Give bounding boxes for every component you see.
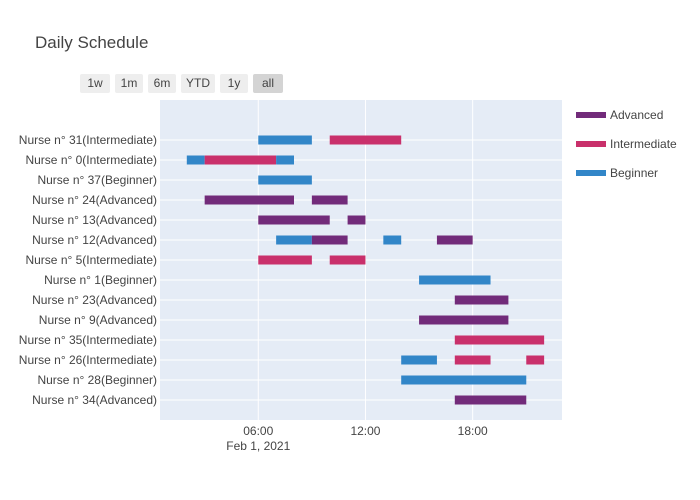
task-bar-intermediate[interactable] <box>526 355 545 365</box>
task-bar-beginner[interactable] <box>276 235 312 245</box>
task-bar-intermediate[interactable] <box>454 335 545 345</box>
x-axis-labels: 06:00 12:00 18:00 <box>243 424 488 438</box>
task-bar-advanced[interactable] <box>454 295 509 305</box>
task-bar-intermediate[interactable] <box>204 155 277 165</box>
y-tick-label: Nurse n° 0(Intermediate) <box>25 153 157 167</box>
range-button-1w[interactable]: 1w <box>80 74 110 93</box>
x-tick-label: 18:00 <box>458 424 488 438</box>
task-bar-intermediate[interactable] <box>329 135 402 145</box>
task-bar-beginner[interactable] <box>419 275 491 285</box>
range-button-6m[interactable]: 6m <box>148 74 176 93</box>
legend-swatch[interactable] <box>576 112 606 118</box>
task-bar-beginner[interactable] <box>258 135 312 145</box>
x-tick-label: 12:00 <box>350 424 380 438</box>
legend-label[interactable]: Intermediate <box>610 137 677 151</box>
range-button-1y[interactable]: 1y <box>220 74 248 93</box>
y-tick-label: Nurse n° 34(Advanced) <box>32 393 157 407</box>
x-tick-label: 06:00 <box>243 424 273 438</box>
task-bar-advanced[interactable] <box>347 215 366 225</box>
legend: Advanced Intermediate Beginner <box>576 108 677 180</box>
y-tick-label: Nurse n° 26(Intermediate) <box>19 353 157 367</box>
y-tick-label: Nurse n° 1(Beginner) <box>44 273 157 287</box>
task-bar-intermediate[interactable] <box>454 355 491 365</box>
bar-layer <box>186 135 545 405</box>
task-bar-beginner[interactable] <box>258 175 312 185</box>
y-tick-label: Nurse n° 31(Intermediate) <box>19 133 157 147</box>
y-tick-label: Nurse n° 28(Beginner) <box>37 373 157 387</box>
task-bar-beginner[interactable] <box>383 235 402 245</box>
task-bar-beginner[interactable] <box>186 155 205 165</box>
task-bar-beginner[interactable] <box>276 155 294 165</box>
chart-title: Daily Schedule <box>35 33 149 52</box>
x-axis-date-label: Feb 1, 2021 <box>226 439 290 453</box>
legend-swatch[interactable] <box>576 141 606 147</box>
y-tick-label: Nurse n° 23(Advanced) <box>32 293 157 307</box>
legend-label[interactable]: Beginner <box>610 166 658 180</box>
range-button-all[interactable]: all <box>253 74 283 93</box>
task-bar-advanced[interactable] <box>436 235 473 245</box>
y-tick-label: Nurse n° 24(Advanced) <box>32 193 157 207</box>
task-bar-intermediate[interactable] <box>329 255 366 265</box>
legend-swatch[interactable] <box>576 170 606 176</box>
y-tick-label: Nurse n° 12(Advanced) <box>32 233 157 247</box>
task-bar-advanced[interactable] <box>258 215 330 225</box>
y-axis-labels: Nurse n° 31(Intermediate) Nurse n° 0(Inte… <box>19 133 157 407</box>
task-bar-advanced[interactable] <box>204 195 294 205</box>
task-bar-advanced[interactable] <box>454 395 527 405</box>
task-bar-beginner[interactable] <box>401 355 437 365</box>
task-bar-advanced[interactable] <box>419 315 509 325</box>
range-button-ytd[interactable]: YTD <box>181 74 215 93</box>
y-tick-label: Nurse n° 37(Beginner) <box>37 173 157 187</box>
task-bar-beginner[interactable] <box>401 375 527 385</box>
y-tick-label: Nurse n° 13(Advanced) <box>32 213 157 227</box>
task-bar-intermediate[interactable] <box>258 255 312 265</box>
y-tick-label: Nurse n° 5(Intermediate) <box>25 253 157 267</box>
legend-label[interactable]: Advanced <box>610 108 663 122</box>
task-bar-advanced[interactable] <box>311 235 348 245</box>
range-button-1m[interactable]: 1m <box>115 74 143 93</box>
y-tick-label: Nurse n° 35(Intermediate) <box>19 333 157 347</box>
task-bar-advanced[interactable] <box>311 195 348 205</box>
y-tick-label: Nurse n° 9(Advanced) <box>39 313 157 327</box>
